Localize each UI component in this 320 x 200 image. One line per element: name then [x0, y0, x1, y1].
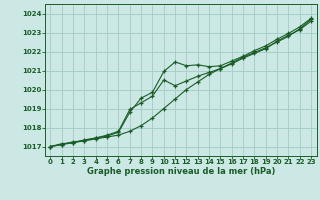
X-axis label: Graphe pression niveau de la mer (hPa): Graphe pression niveau de la mer (hPa)	[87, 167, 275, 176]
